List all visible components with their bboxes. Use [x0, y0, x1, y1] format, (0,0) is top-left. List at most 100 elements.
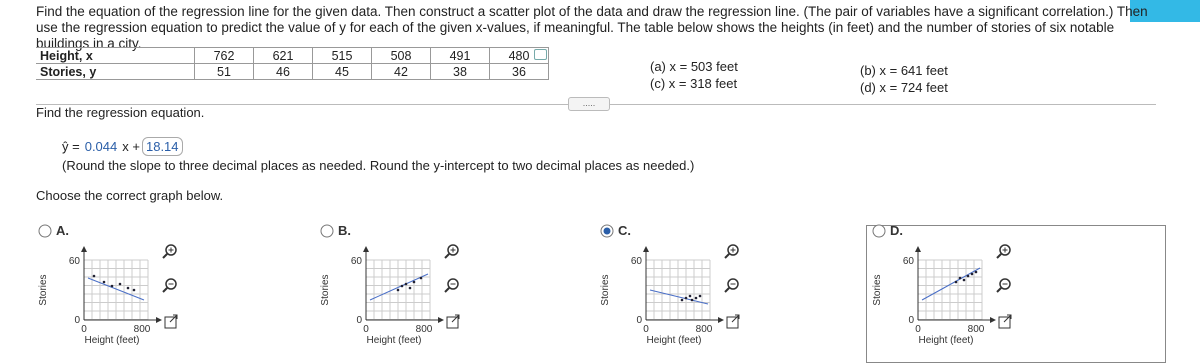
table-cell: 515	[312, 47, 372, 64]
arrow	[156, 317, 162, 323]
point	[126, 286, 130, 290]
question: (b) x = 641 feet	[860, 63, 948, 78]
x-tick-label: 0	[643, 324, 649, 335]
y-axis-label: Stories	[38, 274, 49, 305]
icon-part	[996, 253, 1002, 259]
arrow	[990, 317, 996, 323]
question: (c) x = 318 feet	[650, 76, 738, 91]
mini-plot	[643, 246, 724, 323]
header-strip	[1130, 0, 1200, 22]
point	[690, 298, 694, 302]
x-axis-label: Height (feet)	[918, 335, 973, 346]
radio-dot	[603, 227, 611, 235]
point	[684, 296, 688, 300]
point	[974, 270, 978, 274]
table-cell: 762	[194, 47, 254, 64]
zoom-in[interactable]	[996, 244, 1011, 259]
problem-text: Find the equation of the regression line…	[36, 4, 1148, 51]
open-graph[interactable]	[446, 314, 460, 329]
regression-line	[649, 289, 709, 305]
point	[954, 280, 958, 284]
y-tick-label: 0	[908, 315, 914, 326]
y-tick-label: 60	[69, 256, 81, 267]
y-axis-label: Stories	[320, 274, 331, 305]
icon-part	[996, 287, 1002, 293]
table-cell: 508	[371, 47, 431, 64]
zoom-out[interactable]	[444, 278, 459, 293]
point	[958, 276, 962, 280]
point	[408, 286, 412, 290]
zoom-out[interactable]	[724, 278, 739, 293]
point	[400, 284, 404, 288]
table-cell: Height, x	[36, 47, 195, 64]
more-button[interactable]: .....	[568, 97, 610, 111]
point	[102, 280, 106, 284]
option-label: D.	[890, 223, 903, 238]
option-label: A.	[56, 223, 69, 238]
icon-part	[726, 316, 739, 329]
icon-part	[165, 244, 177, 256]
open-graph[interactable]	[164, 314, 178, 329]
icon-part	[446, 316, 459, 329]
zoom-out[interactable]	[996, 278, 1011, 293]
x-tick-label: 0	[363, 324, 369, 335]
arrow	[643, 246, 649, 252]
icon-part	[165, 278, 177, 290]
point	[419, 276, 423, 280]
equation: ŷ = 0.044 x + 18.14	[62, 137, 183, 156]
x-tick-label: 0	[915, 324, 921, 335]
icon-part	[162, 253, 168, 259]
point	[412, 280, 416, 284]
icon-part	[999, 278, 1011, 290]
open-graph[interactable]	[726, 314, 740, 329]
prompt: Find the regression equation.	[36, 105, 205, 120]
zoom-in[interactable]	[162, 244, 177, 259]
icon-part	[444, 287, 450, 293]
point	[688, 294, 692, 298]
icon-part	[724, 253, 730, 259]
zoom-out[interactable]	[162, 278, 177, 293]
point	[962, 278, 966, 282]
mini-plot	[81, 246, 162, 323]
icon-part	[447, 278, 459, 290]
table-cell: 621	[253, 47, 313, 64]
question: (a) x = 503 feet	[650, 59, 738, 74]
table-row: Stories, y 51 46 45 42 38 36	[36, 63, 549, 80]
point	[970, 272, 974, 276]
table-cell: 36	[489, 63, 549, 80]
open-graph[interactable]	[998, 314, 1012, 329]
icon-part	[727, 278, 739, 290]
regression-line	[369, 273, 429, 301]
arrow	[718, 317, 724, 323]
x-tick-label: 0	[81, 324, 87, 335]
icon-part	[731, 314, 740, 323]
point	[118, 282, 122, 286]
table-icon[interactable]	[534, 49, 547, 60]
point	[132, 288, 136, 292]
intercept-answer[interactable]: 18.14	[141, 137, 183, 156]
zoom-in[interactable]	[724, 244, 739, 259]
slope-answer[interactable]: 0.044	[84, 139, 118, 154]
point	[92, 274, 96, 278]
table-row: Height, x 762 621 515 508 491 480	[36, 47, 549, 64]
icon-part	[1003, 314, 1012, 323]
radio	[320, 224, 334, 238]
point	[396, 288, 400, 292]
zoom-in[interactable]	[444, 244, 459, 259]
point	[694, 296, 698, 300]
icon-part	[447, 244, 459, 256]
y-tick-label: 60	[351, 256, 363, 267]
icon-part	[727, 244, 739, 256]
y-tick-label: 0	[74, 315, 80, 326]
y-tick-label: 0	[636, 315, 642, 326]
regression-line	[87, 277, 145, 301]
x-axis-label: Height (feet)	[366, 335, 421, 346]
point	[698, 294, 702, 298]
point	[966, 274, 970, 278]
y-tick-label: 0	[356, 315, 362, 326]
